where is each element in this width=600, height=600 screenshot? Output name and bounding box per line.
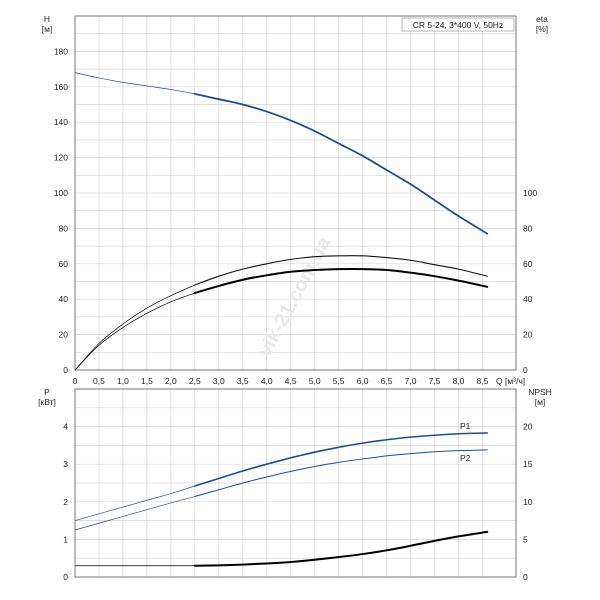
x-tick-label: 1,5 — [141, 376, 153, 386]
x-tick-label: 0,5 — [93, 376, 105, 386]
top-left-axis-name: H — [44, 14, 50, 24]
top-right-axis-unit: [%] — [536, 24, 548, 34]
bottom-right-axis-unit: [м] — [535, 397, 546, 407]
x-tick-label: 5,5 — [333, 376, 345, 386]
bottom-left-tick: 4 — [63, 422, 68, 432]
top-left-tick: 120 — [54, 153, 68, 163]
top-grid — [75, 16, 516, 370]
top-series-0 — [193, 92, 489, 235]
bottom-series-2 — [193, 530, 489, 567]
x-tick-label: 0 — [73, 376, 78, 386]
top-right-tick: 60 — [523, 259, 533, 269]
x-tick-label: 4,0 — [261, 376, 273, 386]
top-left-tick: 20 — [59, 330, 69, 340]
bottom-left-tick: 3 — [63, 459, 68, 469]
curves — [74, 72, 489, 567]
title-box — [401, 17, 515, 32]
top-left-tick: 140 — [54, 117, 68, 127]
bottom-right-tick: 15 — [523, 459, 533, 469]
bottom-right-axis-name: NPSH — [528, 387, 552, 397]
x-tick-label: 7,0 — [405, 376, 417, 386]
axis-labels: 0 0,5 1,0 1,5 2,0 2,5 3,0 3,5 4,0 4,5 5,0 5,5 6,0 6,5… — [38, 14, 552, 582]
top-right-tick: 80 — [523, 223, 533, 233]
x-axis-label: Q [м³/ч] — [496, 376, 525, 386]
bottom-right-tick: 20 — [523, 422, 533, 432]
watermark-layer: vik-21.com.ua — [254, 233, 336, 361]
x-tick-label: 8,0 — [453, 376, 465, 386]
bottom-right-tick: 10 — [523, 497, 533, 507]
x-tick-label: 4,5 — [285, 376, 297, 386]
bottom-right-tick: 0 — [523, 572, 528, 582]
top-left-tick: 60 — [59, 259, 69, 269]
top-left-tick: 180 — [54, 46, 68, 56]
top-left-axis-unit: [м] — [42, 24, 53, 34]
top-right-axis-name: eta — [536, 14, 548, 24]
bottom-series-0-thin — [74, 485, 195, 521]
series-label-P1: P1 — [460, 421, 471, 431]
bottom-left-tick: 0 — [63, 572, 68, 582]
top-plot-frame — [74, 15, 517, 371]
bottom-left-axis-name: P — [44, 387, 50, 397]
bottom-series-0 — [194, 432, 489, 487]
x-tick-label: 8,5 — [477, 376, 489, 386]
x-tick-label: 2,0 — [165, 376, 177, 386]
x-tick-label: 2,5 — [189, 376, 201, 386]
x-tick-label: 1,0 — [117, 376, 129, 386]
x-tick-label: 7,5 — [429, 376, 441, 386]
x-tick-label: 5,0 — [309, 376, 321, 386]
x-tick-label: 6,5 — [381, 376, 393, 386]
top-series-0-thin — [74, 72, 195, 95]
top-left-tick: 160 — [54, 82, 68, 92]
x-tick-label: 3,5 — [237, 376, 249, 386]
top-series-2 — [193, 267, 489, 294]
top-series-2-thin — [74, 292, 195, 371]
top-left-tick: 80 — [59, 223, 69, 233]
top-left-tick: 100 — [54, 188, 68, 198]
top-left-tick: 40 — [59, 294, 69, 304]
bottom-left-tick: 2 — [63, 497, 68, 507]
top-series-1-thin — [74, 284, 195, 371]
bottom-grid — [75, 389, 516, 577]
top-series-1 — [194, 255, 488, 286]
bottom-series-1-thin — [74, 496, 195, 531]
top-right-tick: 20 — [523, 330, 533, 340]
bottom-plot-frame — [74, 388, 517, 578]
top-right-tick: 0 — [523, 365, 528, 375]
x-tick-label: 6,0 — [357, 376, 369, 386]
bottom-left-tick: 1 — [63, 534, 68, 544]
chart-title: CR 5-24, 3*400 V, 50Hz — [413, 20, 503, 30]
bottom-series-1 — [194, 449, 488, 498]
x-tick-label: 3,0 — [213, 376, 225, 386]
top-right-tick: 100 — [523, 188, 537, 198]
bottom-left-axis-unit: [кВт] — [38, 397, 56, 407]
top-left-tick: 0 — [63, 365, 68, 375]
watermark: vik-21.com.ua — [254, 233, 336, 361]
top-right-tick: 40 — [523, 294, 533, 304]
bottom-right-tick: 5 — [523, 534, 528, 544]
series-label-P2: P2 — [460, 453, 471, 463]
